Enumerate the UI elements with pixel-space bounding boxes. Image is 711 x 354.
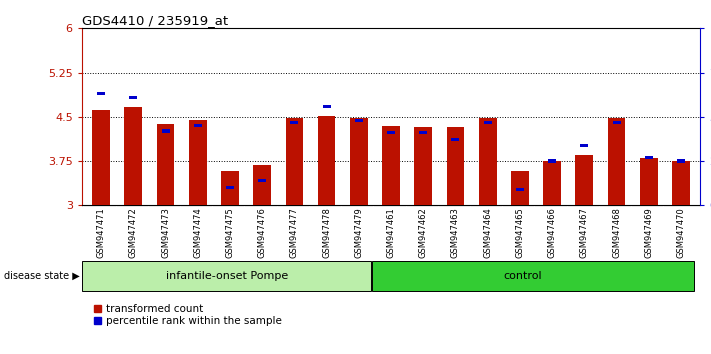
Bar: [483, 120, 492, 124]
Text: GSM947469: GSM947469: [644, 207, 653, 258]
Bar: [355, 119, 363, 122]
Bar: [194, 124, 202, 127]
Bar: [613, 120, 621, 124]
Text: GSM947476: GSM947476: [257, 207, 267, 258]
Text: GSM947471: GSM947471: [97, 207, 106, 258]
Bar: [161, 129, 169, 133]
Bar: [82, 261, 371, 291]
Bar: [290, 120, 299, 124]
Text: GSM947468: GSM947468: [612, 207, 621, 258]
Text: GSM947473: GSM947473: [161, 207, 170, 258]
Text: infantile-onset Pompe: infantile-onset Pompe: [166, 271, 288, 281]
Bar: [318, 116, 336, 205]
Bar: [258, 179, 266, 182]
Text: GSM947479: GSM947479: [354, 207, 363, 258]
Text: GSM947464: GSM947464: [483, 207, 492, 258]
Text: GSM947466: GSM947466: [547, 207, 557, 258]
Text: GSM947477: GSM947477: [290, 207, 299, 258]
Text: GSM947478: GSM947478: [322, 207, 331, 258]
Text: GDS4410 / 235919_at: GDS4410 / 235919_at: [82, 14, 228, 27]
Bar: [387, 131, 395, 135]
Text: GSM947474: GSM947474: [193, 207, 202, 258]
Bar: [479, 118, 496, 205]
Bar: [543, 161, 561, 205]
Bar: [323, 104, 331, 108]
Bar: [511, 171, 529, 205]
Text: GSM947461: GSM947461: [387, 207, 395, 258]
Bar: [451, 138, 459, 142]
Bar: [516, 188, 524, 191]
Text: GSM947465: GSM947465: [515, 207, 525, 258]
Text: GSM947472: GSM947472: [129, 207, 138, 258]
Bar: [253, 165, 271, 205]
Bar: [221, 171, 239, 205]
Bar: [672, 161, 690, 205]
Bar: [645, 156, 653, 159]
Bar: [286, 118, 304, 205]
Bar: [124, 107, 142, 205]
Bar: [92, 110, 110, 205]
Text: control: control: [504, 271, 542, 281]
Bar: [189, 120, 207, 205]
Bar: [226, 186, 234, 189]
Text: GSM947470: GSM947470: [676, 207, 685, 258]
Legend: transformed count, percentile rank within the sample: transformed count, percentile rank withi…: [94, 304, 282, 326]
Text: GSM947463: GSM947463: [451, 207, 460, 258]
Bar: [373, 261, 694, 291]
Bar: [97, 92, 105, 96]
Bar: [575, 155, 593, 205]
Bar: [419, 131, 427, 135]
Bar: [129, 96, 137, 99]
Text: GSM947475: GSM947475: [225, 207, 235, 258]
Bar: [548, 159, 556, 163]
Text: GSM947467: GSM947467: [580, 207, 589, 258]
Text: GSM947462: GSM947462: [419, 207, 428, 258]
Bar: [580, 143, 588, 147]
Bar: [677, 159, 685, 163]
Bar: [383, 126, 400, 205]
Bar: [350, 118, 368, 205]
Bar: [608, 118, 626, 205]
Bar: [156, 124, 174, 205]
Bar: [447, 127, 464, 205]
Bar: [640, 158, 658, 205]
Text: disease state ▶: disease state ▶: [4, 271, 80, 281]
Bar: [415, 127, 432, 205]
